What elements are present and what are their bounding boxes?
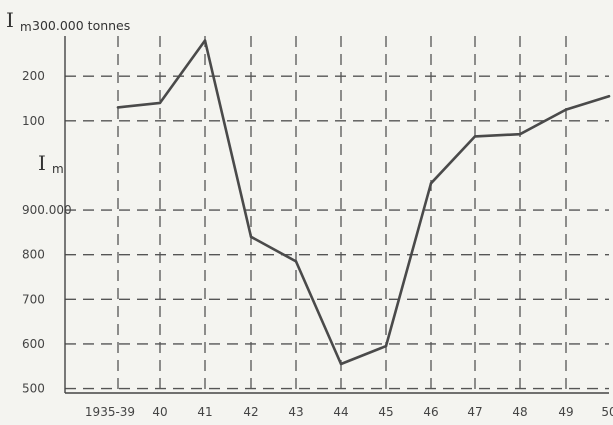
axes bbox=[64, 36, 609, 394]
data-point bbox=[518, 132, 522, 136]
data-point bbox=[564, 108, 568, 111]
x-tick-label: 45 bbox=[378, 405, 393, 419]
data-point bbox=[607, 95, 611, 98]
x-tick-label: 47 bbox=[467, 405, 482, 419]
y-tick-label: 500 bbox=[22, 382, 45, 396]
title-letter-i: I bbox=[6, 8, 14, 32]
data-point bbox=[203, 39, 207, 42]
y-tick-label: 700 bbox=[22, 292, 45, 306]
series-line bbox=[116, 39, 611, 366]
y-tick-label: 100 bbox=[22, 114, 45, 128]
axis-note-letter-i: I bbox=[38, 151, 46, 175]
y-tick-label: 800 bbox=[22, 248, 45, 262]
y-tick-label: 600 bbox=[22, 337, 45, 351]
x-tick-label: 41 bbox=[197, 405, 212, 419]
title-letter-m: m bbox=[20, 20, 32, 34]
x-tick-label: 50 bbox=[601, 405, 613, 419]
x-tick-label: 46 bbox=[423, 405, 438, 419]
data-point bbox=[116, 106, 120, 109]
x-tick-label: 43 bbox=[288, 405, 303, 419]
y-tick-label: 900.000 bbox=[22, 203, 72, 217]
grid bbox=[65, 36, 609, 393]
y-tick-label: 200 bbox=[22, 69, 45, 83]
x-tick-label: 49 bbox=[558, 405, 573, 419]
data-point bbox=[473, 135, 477, 138]
x-tick-label: 44 bbox=[333, 405, 348, 419]
chart-title: 300.000 tonnes bbox=[32, 18, 130, 33]
data-point bbox=[384, 344, 388, 348]
x-tick-label: 42 bbox=[243, 405, 258, 419]
x-tick-label: 48 bbox=[512, 405, 527, 419]
y-tick-labels: 500 600 700 800 900.000 100 200 bbox=[22, 69, 72, 395]
data-point bbox=[429, 182, 433, 185]
axis-note-letter-m: m bbox=[52, 162, 64, 176]
data-point bbox=[158, 101, 162, 105]
x-tick-label: 40 bbox=[152, 405, 167, 419]
series bbox=[116, 39, 611, 366]
data-point bbox=[339, 362, 343, 366]
data-point bbox=[249, 235, 253, 239]
data-point bbox=[294, 260, 298, 263]
x-tick-label: 1935-39 bbox=[85, 405, 135, 419]
x-tick-labels: 1935-39 40 41 42 43 44 45 46 47 48 49 50 bbox=[85, 405, 613, 419]
